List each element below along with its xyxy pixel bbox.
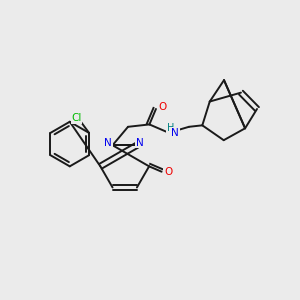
Text: N: N <box>104 138 112 148</box>
Text: N: N <box>136 138 144 148</box>
Text: Cl: Cl <box>71 113 82 123</box>
Text: N: N <box>171 128 179 138</box>
Text: O: O <box>164 167 172 177</box>
Text: H: H <box>167 123 174 133</box>
Text: O: O <box>158 102 166 112</box>
